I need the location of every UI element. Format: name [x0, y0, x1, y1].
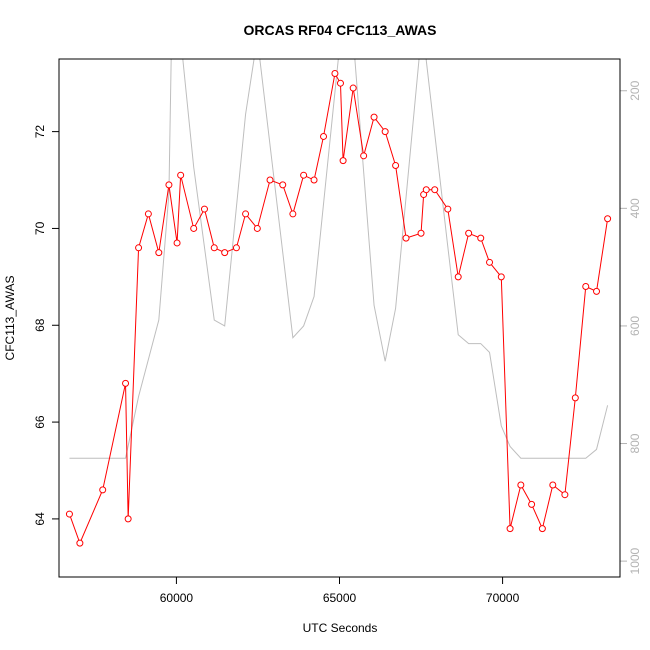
y-tick-label: 64 [33, 512, 47, 526]
y-axis-label: CFC113_AWAS [3, 276, 17, 361]
data-point [65, 510, 73, 518]
y-axis-right: 200 400 600 800 1000 [620, 80, 642, 574]
data-point [320, 132, 328, 140]
data-point [99, 486, 107, 494]
data-point [431, 186, 439, 194]
data-point [173, 239, 181, 247]
data-point [200, 205, 208, 213]
data-point [253, 224, 261, 232]
data-point [417, 229, 425, 237]
data-point [360, 152, 368, 160]
data-point [122, 379, 130, 387]
right-y-tick-label: 1000 [628, 547, 642, 574]
data-point [444, 205, 452, 213]
data-point [190, 224, 198, 232]
x-tick-label: 70000 [486, 591, 520, 605]
data-point [454, 273, 462, 281]
data-point [571, 394, 579, 402]
main-series-line [68, 72, 609, 545]
data-point [339, 157, 347, 165]
data-point [561, 491, 569, 499]
data-point [402, 234, 410, 242]
data-point [232, 244, 240, 252]
y-axis-left: 64 66 68 70 72 [33, 125, 59, 526]
data-point [165, 181, 173, 189]
data-point [210, 244, 218, 252]
y-tick-label: 72 [33, 125, 47, 139]
y-tick-label: 66 [33, 415, 47, 429]
data-point [155, 249, 163, 257]
data-point [604, 215, 612, 223]
data-point [310, 176, 318, 184]
data-point [124, 515, 132, 523]
data-point [336, 79, 344, 87]
data-point [549, 481, 557, 489]
data-point [422, 186, 430, 194]
chart-title: ORCAS RF04 CFC113_AWAS [244, 22, 437, 38]
data-point [465, 229, 473, 237]
y-tick-label: 68 [33, 318, 47, 332]
data-point [242, 210, 250, 218]
data-point [486, 258, 494, 266]
data-point [477, 234, 485, 242]
plot-area [58, 58, 621, 578]
data-point [370, 113, 378, 121]
y-tick-label: 70 [33, 221, 47, 235]
right-y-tick-label: 400 [628, 198, 642, 218]
secondary-series-line [69, 59, 609, 459]
right-y-tick-label: 200 [628, 80, 642, 100]
series-layer [65, 59, 612, 547]
x-tick-label: 65000 [323, 591, 357, 605]
data-point [538, 525, 546, 533]
data-point [381, 128, 389, 136]
x-tick-label: 60000 [160, 591, 194, 605]
data-point [177, 171, 185, 179]
data-point [593, 287, 601, 295]
data-point [221, 249, 229, 257]
right-y-tick-label: 600 [628, 316, 642, 336]
data-point [506, 525, 514, 533]
data-point [582, 283, 590, 291]
data-point [135, 244, 143, 252]
data-point [289, 210, 297, 218]
data-point [144, 210, 152, 218]
data-point [300, 171, 308, 179]
data-point [76, 539, 84, 547]
data-point [392, 162, 400, 169]
data-point [349, 84, 357, 92]
data-point [279, 181, 287, 189]
right-y-tick-label: 800 [628, 433, 642, 453]
data-point [517, 481, 525, 489]
data-point [528, 500, 536, 508]
data-point [331, 70, 339, 78]
x-axis: 60000 65000 70000 [160, 577, 520, 605]
data-point [497, 273, 505, 281]
x-axis-label: UTC Seconds [303, 621, 378, 635]
data-point [266, 176, 274, 184]
